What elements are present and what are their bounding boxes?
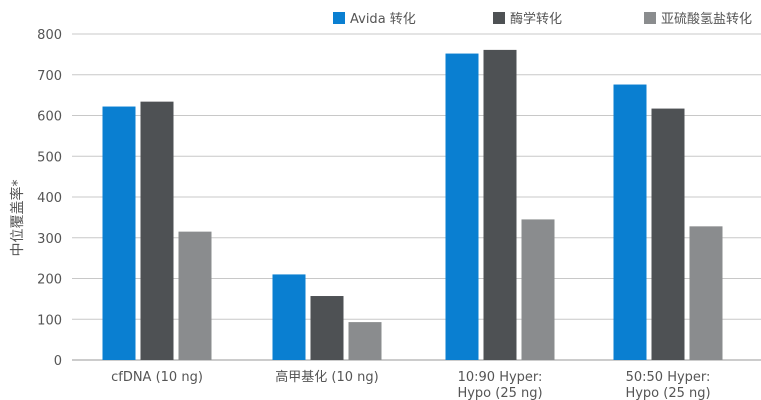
bar-4-1 xyxy=(613,84,647,360)
legend-swatch xyxy=(644,12,656,24)
bar-3-1 xyxy=(445,53,479,361)
bar-4-3 xyxy=(689,226,723,360)
x-tick-label: 10:90 Hyper: xyxy=(458,370,543,385)
bars xyxy=(102,49,723,361)
bar-3-3 xyxy=(521,219,555,360)
bar-1-2 xyxy=(140,101,174,361)
y-axis-label: 中位覆盖率* xyxy=(9,180,26,257)
x-tick-label: Hypo (25 ng) xyxy=(625,386,710,400)
y-tick-label: 800 xyxy=(37,28,62,43)
legend-item: 酶学转化 xyxy=(493,11,562,27)
legend-swatch xyxy=(333,12,345,24)
x-tick-label: Hypo (25 ng) xyxy=(457,386,542,400)
legend-item: Avida 转化 xyxy=(333,12,416,27)
bar-1-1 xyxy=(102,106,136,360)
legend-label: 亚硫酸氢盐转化 xyxy=(661,12,752,27)
y-tick-label: 200 xyxy=(37,273,62,288)
y-tick-label: 500 xyxy=(37,150,62,165)
legend-label: 酶学转化 xyxy=(510,11,562,27)
bar-2-2 xyxy=(310,296,344,360)
bar-2-3 xyxy=(348,322,382,360)
legend: Avida 转化 酶学转化 亚硫酸氢盐转化 xyxy=(333,11,752,27)
bar-4-2 xyxy=(651,108,685,360)
y-tick-label: 400 xyxy=(37,191,62,206)
legend-swatch xyxy=(493,12,505,24)
y-tick-label: 300 xyxy=(37,232,62,247)
x-tick-label: 高甲基化 (10 ng) xyxy=(275,369,378,385)
y-tick-label: 0 xyxy=(54,354,62,369)
legend-item: 亚硫酸氢盐转化 xyxy=(644,12,752,27)
y-tick-label: 100 xyxy=(37,313,62,328)
bar-1-3 xyxy=(178,231,212,360)
bar-3-2 xyxy=(483,49,517,361)
y-tick-label: 600 xyxy=(37,110,62,125)
bar-2-1 xyxy=(272,274,306,360)
x-axis-labels: cfDNA (10 ng) 高甲基化 (10 ng) 10:90 Hyper:Hyp… xyxy=(111,369,710,400)
y-tick-label: 700 xyxy=(37,69,62,84)
y-axis-ticks: 0 100 200 300 400 500 600 700 800 xyxy=(37,28,62,369)
legend-label: Avida 转化 xyxy=(350,12,416,27)
x-tick-label: cfDNA (10 ng) xyxy=(111,370,203,385)
x-tick-label: 50:50 Hyper: xyxy=(626,370,711,385)
